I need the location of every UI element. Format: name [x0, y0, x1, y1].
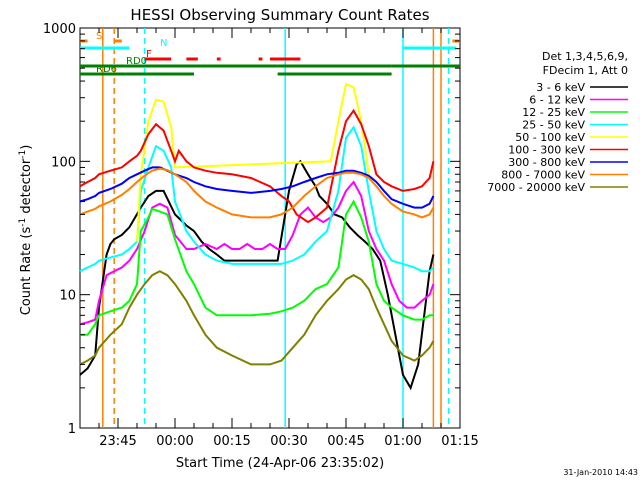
flag-label-rd6: RD6 [96, 64, 117, 75]
series-line [79, 270, 435, 366]
legend-label: 100 - 300 keV [508, 144, 585, 157]
x-tick-label: 01:15 [441, 434, 478, 449]
series-line [79, 108, 435, 224]
x-tick-label: 00:15 [213, 434, 250, 449]
x-tick-label: 00:00 [156, 434, 193, 449]
series-line [79, 125, 435, 273]
x-axis: 23:45 00:00 00:15 00:30 00:45 01:00 01:15 [79, 28, 479, 449]
legend-label: 300 - 800 keV [508, 156, 585, 169]
chart-title: HESSI Observing Summary Count Rates [130, 6, 429, 24]
flag-label-rd0: RD0 [126, 56, 147, 67]
ylabel-rest: detector [19, 158, 34, 218]
legend-header-1: Det 1,3,4,5,6,9, [542, 50, 628, 63]
legend-label: 7000 - 20000 keV [487, 181, 585, 194]
x-axis-label: Start Time (24-Apr-06 23:35:02) [176, 456, 384, 471]
y-axis-label: Count Rate (s-1 detector-1) [18, 145, 34, 316]
flag-label-s: S [96, 31, 102, 42]
flag-label-f: F [146, 49, 152, 60]
legend-header-2: FDecim 1, Att 0 [543, 64, 628, 77]
y-tick-label: 10 [59, 289, 76, 304]
y-tick-label: 1 [68, 422, 76, 437]
legend-label: 25 - 50 keV [522, 119, 585, 132]
legend-label: 12 - 25 keV [522, 106, 585, 119]
series-line [136, 82, 370, 242]
y-axis: 1 10 100 1000 [43, 22, 460, 437]
series-group [79, 82, 435, 391]
legend-label: 800 - 7000 keV [501, 169, 585, 182]
x-tick-label: 23:45 [99, 434, 136, 449]
legend-label: 3 - 6 keV [536, 81, 585, 94]
series-line [79, 166, 435, 209]
series-line [79, 159, 435, 391]
y-tick-label: 1000 [43, 22, 76, 37]
legend-label: 50 - 100 keV [515, 131, 585, 144]
ylabel-sup2: -1 [18, 150, 28, 159]
legend-label: 6 - 12 keV [529, 94, 585, 107]
x-tick-label: 01:00 [384, 434, 421, 449]
series-line [80, 199, 434, 336]
y-tick-label: 100 [51, 155, 76, 170]
series-line [79, 180, 435, 326]
x-tick-label: 00:45 [327, 434, 364, 449]
ylabel-main: Count Rate (s [19, 227, 34, 316]
legend: Det 1,3,4,5,6,9, FDecim 1, Att 0 3 - 6 k… [487, 50, 628, 194]
vertical-lines [102, 28, 450, 428]
series-line [79, 167, 435, 219]
timestamp: 31-Jan-2010 14:43 [563, 468, 638, 477]
x-tick-label: 00:30 [270, 434, 307, 449]
flag-label-n: N [160, 38, 167, 49]
ylabel-sup: -1 [18, 218, 28, 227]
ylabel-end: ) [19, 145, 34, 150]
